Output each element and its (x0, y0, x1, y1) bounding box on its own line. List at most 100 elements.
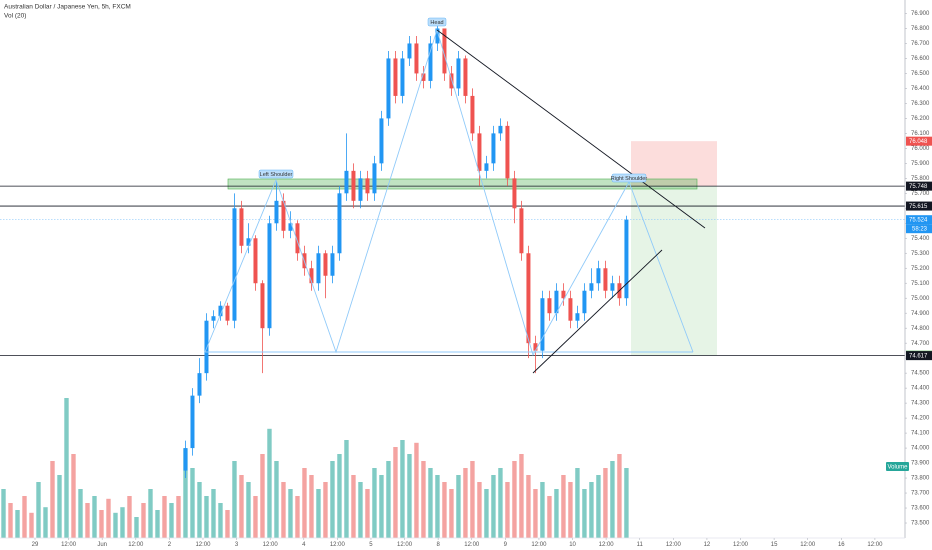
volume-pane (1, 398, 629, 538)
y-tick-label: 76.500 (911, 71, 930, 77)
volume-bar (435, 475, 440, 538)
volume-bar (22, 496, 27, 538)
volume-bar (29, 512, 34, 538)
y-tick-label: 76.000 (911, 146, 930, 152)
volume-bar (225, 510, 230, 538)
candle-body (386, 58, 391, 119)
y-tick-label: 74.800 (911, 326, 930, 332)
y-tick-label: 76.800 (911, 26, 930, 32)
y-tick-label: 73.700 (911, 491, 930, 497)
y-tick-label: 73.500 (911, 521, 930, 527)
price-label-bg (906, 136, 932, 146)
x-tick-label: 12:00 (397, 542, 413, 548)
candle-body (267, 223, 272, 329)
candle-body (351, 170, 356, 201)
y-tick-label: 76.700 (911, 41, 930, 47)
volume-bar (498, 468, 503, 538)
volume-bar (211, 489, 216, 538)
y-tick-label: 76.900 (911, 11, 930, 17)
candle-body (533, 343, 538, 351)
candle-body (540, 298, 545, 351)
volume-bar (610, 461, 615, 538)
annotation-box (611, 173, 647, 183)
candle-body (295, 223, 300, 254)
y-tick-label: 76.100 (911, 131, 930, 137)
volume-bar (428, 468, 433, 538)
volume-label: Volume (887, 464, 908, 470)
volume-bar (456, 475, 461, 538)
candle-body (498, 125, 503, 134)
price-label-bg (906, 215, 932, 225)
y-tick-label: 74.900 (911, 311, 930, 317)
x-tick-label: 9 (504, 542, 508, 548)
volume-bar (183, 448, 188, 538)
x-tick-label: 12:00 (61, 542, 77, 548)
volume-bar (57, 475, 62, 538)
volume-bar (43, 507, 48, 538)
volume-bar (351, 475, 356, 538)
candle-body (414, 43, 419, 74)
price-label-bg (906, 351, 932, 361)
x-tick-label: 29 (32, 542, 39, 548)
volume-bar (274, 461, 279, 538)
y-tick-label: 76.400 (911, 86, 930, 92)
candle-body (190, 395, 195, 449)
volume-bar (449, 489, 454, 538)
volume-bar (491, 475, 496, 538)
candle-body (519, 208, 524, 254)
candle-body (309, 268, 314, 284)
candle-body (589, 283, 594, 291)
volume-bar (239, 475, 244, 538)
candle-body (260, 283, 265, 329)
annotation: Head (430, 20, 443, 26)
volume-bar (15, 510, 20, 538)
x-tick-label: 12:00 (330, 542, 346, 548)
y-tick-label: 74.300 (911, 401, 930, 407)
volume-bar (190, 468, 195, 538)
candle-body (197, 373, 202, 396)
volume-bar (127, 496, 132, 538)
candle-body (554, 290, 559, 314)
y-tick-label: 75.400 (911, 236, 930, 242)
volume-bar (330, 461, 335, 538)
annotation: Left Shoulder (260, 172, 293, 178)
y-tick-label: 74.200 (911, 416, 930, 422)
volume-bar (547, 496, 552, 538)
y-tick-label: 74.400 (911, 386, 930, 392)
y-tick-label: 75.700 (911, 191, 930, 197)
candle-body (456, 58, 461, 89)
x-tick-label: 5 (369, 542, 373, 548)
candle-body (393, 58, 398, 96)
candle-body (316, 253, 321, 284)
candle-body (407, 43, 412, 59)
volume-bar (197, 482, 202, 538)
volume-bar (120, 507, 125, 538)
volume-bar (512, 461, 517, 538)
volume-bar (379, 475, 384, 538)
volume-bar (624, 468, 629, 538)
annotation-box (258, 169, 294, 179)
zones (631, 141, 717, 356)
volume-bar (253, 496, 258, 538)
candle-body (330, 253, 335, 276)
volume-bar (372, 468, 377, 538)
volume-bar (582, 489, 587, 538)
y-tick-label: 75.900 (911, 161, 930, 167)
y-tick-label: 73.600 (911, 506, 930, 512)
volume-bar (295, 496, 300, 538)
y-tick-label: 75.000 (911, 296, 930, 302)
price-lines (0, 185, 905, 357)
volume-bar (141, 503, 146, 538)
candle-body (218, 305, 223, 317)
x-tick-label: 12:00 (195, 542, 211, 548)
y-tick-label: 75.200 (911, 266, 930, 272)
candle-body (337, 193, 342, 254)
y-tick-label: 76.600 (911, 56, 930, 62)
x-tick-label: 11 (637, 542, 644, 548)
volume-bar (288, 489, 293, 538)
x-tick-label: Jun (97, 542, 107, 548)
candle-body (232, 208, 237, 321)
volume-bar (484, 489, 489, 538)
price-label-bg (906, 201, 932, 211)
